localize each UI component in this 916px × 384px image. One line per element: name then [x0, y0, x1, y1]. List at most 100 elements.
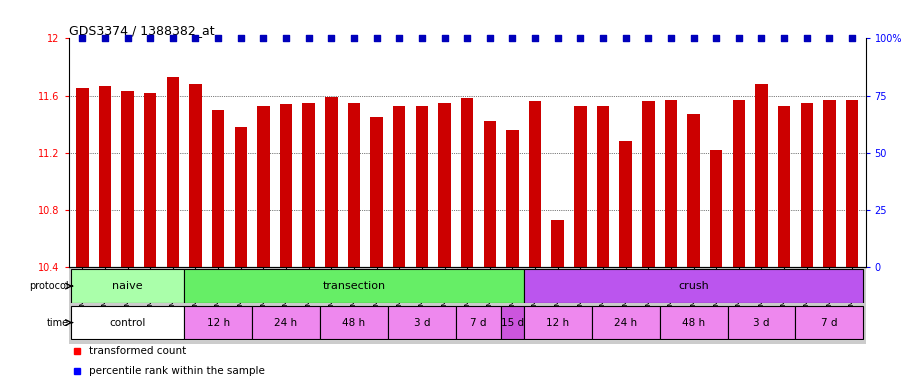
Point [845, 35, 859, 41]
Bar [438, 103, 451, 267]
Bar [710, 150, 723, 267]
Point [166, 35, 180, 41]
Text: 15 d: 15 d [501, 318, 524, 328]
Point [595, 35, 610, 41]
Bar [69, 267, 866, 344]
Bar [619, 141, 632, 267]
Point [777, 35, 791, 41]
Point [98, 35, 113, 41]
Point [573, 35, 588, 41]
Bar [144, 93, 157, 267]
Bar [524, 270, 864, 303]
Bar [795, 306, 864, 339]
Bar [456, 306, 501, 339]
Text: transformed count: transformed count [89, 346, 186, 356]
Point [709, 35, 724, 41]
Text: protocol: protocol [29, 281, 69, 291]
Point [369, 35, 384, 41]
Text: 3 d: 3 d [753, 318, 769, 328]
Point [528, 35, 542, 41]
Bar [529, 101, 541, 267]
Point [618, 35, 633, 41]
Bar [71, 270, 184, 303]
Text: crush: crush [678, 281, 709, 291]
Point [392, 35, 407, 41]
Point [686, 35, 701, 41]
Bar [592, 306, 660, 339]
Bar [99, 86, 111, 267]
Bar [279, 104, 292, 267]
Bar [461, 98, 474, 267]
Text: 7 d: 7 d [470, 318, 486, 328]
Text: 24 h: 24 h [275, 318, 298, 328]
Bar [252, 306, 320, 339]
Bar [507, 130, 518, 267]
Point [505, 35, 519, 41]
Bar [727, 306, 795, 339]
Text: percentile rank within the sample: percentile rank within the sample [89, 366, 265, 376]
Bar [778, 106, 791, 267]
Point [143, 35, 158, 41]
Bar [660, 306, 727, 339]
Point [211, 35, 225, 41]
Point [324, 35, 339, 41]
Text: 48 h: 48 h [343, 318, 365, 328]
Bar [184, 306, 252, 339]
Bar [370, 117, 383, 267]
Bar [121, 91, 134, 267]
Point [256, 35, 271, 41]
Bar [393, 106, 406, 267]
Text: 3 d: 3 d [414, 318, 431, 328]
Text: naive: naive [113, 281, 143, 291]
Bar [801, 103, 813, 267]
Bar [71, 306, 184, 339]
Point [415, 35, 430, 41]
Point [641, 35, 656, 41]
Bar [551, 220, 564, 267]
Bar [325, 97, 338, 267]
Point [278, 35, 293, 41]
Point [483, 35, 497, 41]
Bar [190, 84, 202, 267]
Bar [348, 103, 360, 267]
Bar [184, 270, 524, 303]
Bar [484, 121, 496, 267]
Point [663, 35, 678, 41]
Point [437, 35, 452, 41]
Bar [756, 84, 768, 267]
Point [732, 35, 747, 41]
Point [800, 35, 814, 41]
Point [234, 35, 248, 41]
Text: control: control [109, 318, 146, 328]
Point [551, 35, 565, 41]
Bar [76, 88, 89, 267]
Bar [501, 306, 524, 339]
Text: 24 h: 24 h [614, 318, 638, 328]
Bar [524, 306, 592, 339]
Point [75, 35, 90, 41]
Bar [387, 306, 456, 339]
Bar [212, 110, 224, 267]
Point [120, 35, 135, 41]
Point [188, 35, 202, 41]
Bar [167, 77, 179, 267]
Text: 12 h: 12 h [546, 318, 569, 328]
Text: 48 h: 48 h [682, 318, 705, 328]
Text: GDS3374 / 1388382_at: GDS3374 / 1388382_at [69, 24, 214, 37]
Point [301, 35, 316, 41]
Point [754, 35, 769, 41]
Bar [845, 100, 858, 267]
Text: 12 h: 12 h [207, 318, 230, 328]
Bar [257, 106, 269, 267]
Bar [687, 114, 700, 267]
Bar [574, 106, 586, 267]
Bar [733, 100, 745, 267]
Text: time: time [47, 318, 69, 328]
Point [460, 35, 474, 41]
Bar [234, 127, 247, 267]
Bar [823, 100, 835, 267]
Text: transection: transection [322, 281, 386, 291]
Bar [320, 306, 387, 339]
Bar [416, 106, 428, 267]
Bar [596, 106, 609, 267]
